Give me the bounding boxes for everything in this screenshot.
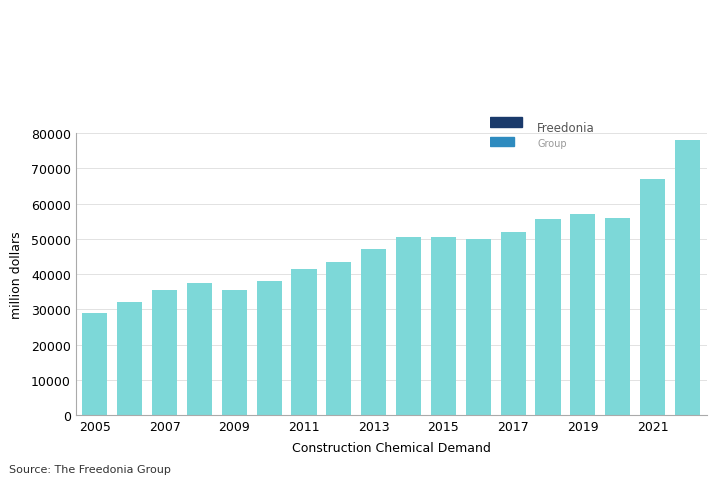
Text: Freedonia: Freedonia xyxy=(537,122,595,135)
Bar xyxy=(490,137,514,147)
Bar xyxy=(291,269,317,415)
X-axis label: Construction Chemical Demand: Construction Chemical Demand xyxy=(292,441,490,454)
Bar xyxy=(187,283,212,415)
Bar xyxy=(570,215,596,415)
Bar xyxy=(675,141,700,415)
Bar xyxy=(500,232,526,415)
Bar xyxy=(605,218,630,415)
Bar xyxy=(222,290,247,415)
Bar xyxy=(431,238,456,415)
Bar xyxy=(490,118,522,127)
Bar xyxy=(466,240,491,415)
Text: Figure 3-1.: Figure 3-1. xyxy=(9,9,86,22)
Text: Global Construction Chemical Demand,: Global Construction Chemical Demand, xyxy=(9,35,283,48)
Bar xyxy=(152,290,177,415)
Bar xyxy=(82,313,107,415)
Bar xyxy=(118,302,142,415)
Bar xyxy=(640,180,665,415)
Text: 2005 – 2022: 2005 – 2022 xyxy=(9,61,94,74)
Bar xyxy=(257,282,282,415)
Bar xyxy=(327,262,351,415)
Bar xyxy=(536,220,560,415)
Text: Source: The Freedonia Group: Source: The Freedonia Group xyxy=(9,464,172,474)
Text: (million dollars): (million dollars) xyxy=(9,90,120,103)
Y-axis label: million dollars: million dollars xyxy=(9,231,22,318)
Bar xyxy=(361,250,386,415)
Text: Group: Group xyxy=(537,139,567,148)
Bar xyxy=(396,238,421,415)
